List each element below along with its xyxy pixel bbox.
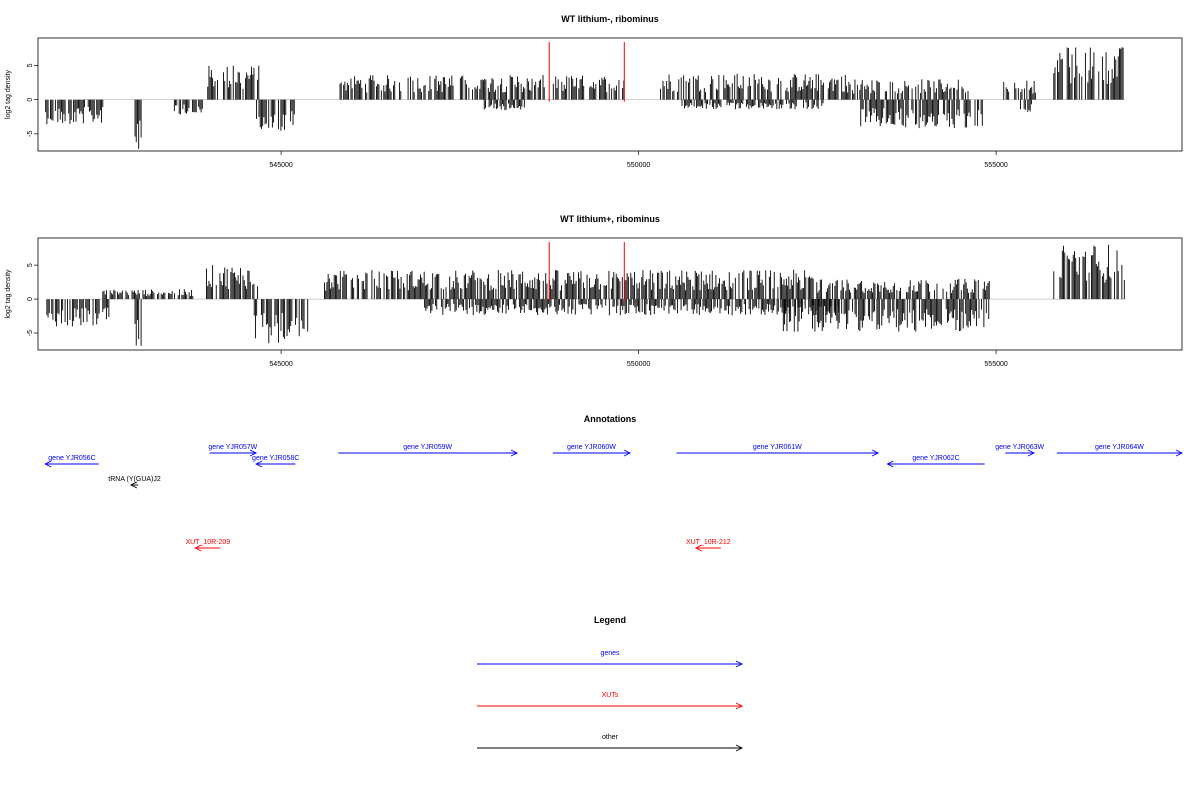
feature-label: XUT_10R-212 bbox=[686, 539, 731, 546]
x-tick-label: 545000 bbox=[269, 162, 292, 169]
feature-label: gene YJR057W bbox=[208, 444, 257, 451]
feature-label: XUT_10R-209 bbox=[185, 539, 230, 546]
annotation-feature: XUT_10R-212 bbox=[686, 539, 731, 552]
y-tick-label: 5 bbox=[27, 63, 34, 67]
strand-arrowhead bbox=[886, 460, 894, 468]
feature-label: gene YJR063W bbox=[995, 444, 1044, 451]
feature-label: gene YJR059W bbox=[403, 444, 452, 451]
annotations-panel: Annotations gene YJR056C tRNA (Y(GUA)J2 ge… bbox=[44, 414, 1184, 552]
feature-label: gene YJR060W bbox=[567, 444, 616, 451]
annotation-feature: gene YJR063W bbox=[995, 444, 1045, 457]
plot-frame bbox=[37, 237, 1183, 351]
feature-label: gene YJR058C bbox=[252, 455, 299, 462]
density-bars bbox=[46, 244, 1125, 346]
strand-arrowhead bbox=[194, 544, 202, 552]
strand-arrowhead bbox=[1175, 449, 1184, 457]
x-tick-label: 550000 bbox=[627, 162, 650, 169]
annotation-feature: gene YJR061W bbox=[676, 444, 880, 457]
strand-arrowhead bbox=[44, 460, 52, 468]
coverage-panel-lithium-minus: WT lithium-, ribominus log2 tag density -… bbox=[5, 14, 1183, 169]
y-tick-label: 0 bbox=[27, 98, 34, 102]
strand-arrowhead bbox=[623, 449, 632, 457]
annotation-feature: XUT_10R-209 bbox=[185, 539, 230, 552]
annotation-feature: gene YJR064W bbox=[1056, 444, 1184, 457]
x-tick-label: 555000 bbox=[984, 162, 1007, 169]
legend-arrowhead bbox=[735, 660, 744, 668]
legend-item: XUTs bbox=[477, 692, 744, 710]
annotation-feature: gene YJR058C bbox=[252, 455, 299, 468]
y-tick-label: -5 bbox=[27, 330, 34, 336]
strand-arrowhead bbox=[255, 460, 263, 468]
panel-title: WT lithium-, ribominus bbox=[561, 14, 659, 24]
legend-item: other bbox=[477, 734, 744, 752]
annotation-feature: gene YJR057W bbox=[208, 444, 258, 457]
feature-label: tRNA (Y(GUA)J2 bbox=[108, 476, 161, 483]
y-tick-label: 5 bbox=[27, 263, 34, 267]
annotations-title: Annotations bbox=[584, 414, 637, 424]
y-tick-label: 0 bbox=[27, 297, 34, 301]
y-axis-label: log2 tag density bbox=[5, 69, 12, 119]
legend-label: other bbox=[602, 734, 619, 741]
annotation-feature: gene YJR056C bbox=[44, 455, 99, 468]
x-tick-label: 550000 bbox=[627, 361, 650, 368]
y-tick-label: -5 bbox=[27, 131, 34, 137]
legend-panel: Legend genes XUTs other bbox=[477, 615, 744, 752]
legend-item: genes bbox=[477, 650, 744, 668]
annotation-feature: gene YJR062C bbox=[886, 455, 985, 468]
annotation-feature: gene YJR059W bbox=[338, 444, 519, 457]
legend-arrowhead bbox=[735, 744, 744, 752]
legend-label: XUTs bbox=[602, 692, 619, 699]
coverage-panel-lithium-plus: WT lithium+, ribominus log2 tag density -… bbox=[5, 214, 1183, 368]
x-tick-label: 555000 bbox=[984, 361, 1007, 368]
feature-label: gene YJR064W bbox=[1095, 444, 1144, 451]
annotation-feature: tRNA (Y(GUA)J2 bbox=[108, 476, 161, 489]
strand-arrowhead bbox=[871, 449, 880, 457]
y-axis-label: log2 tag density bbox=[5, 269, 12, 319]
x-tick-label: 545000 bbox=[269, 361, 292, 368]
feature-label: gene YJR061W bbox=[753, 444, 802, 451]
strand-arrowhead bbox=[694, 544, 703, 552]
strand-arrowhead bbox=[129, 481, 138, 489]
strand-arrowhead bbox=[1027, 449, 1035, 457]
feature-label: gene YJR062C bbox=[912, 455, 959, 462]
legend-label: genes bbox=[600, 650, 620, 657]
panel-title: WT lithium+, ribominus bbox=[560, 214, 660, 224]
plot-frame bbox=[37, 37, 1183, 152]
annotation-feature: gene YJR060W bbox=[552, 444, 632, 457]
density-bars bbox=[45, 47, 1124, 149]
feature-label: gene YJR056C bbox=[48, 455, 95, 462]
strand-arrowhead bbox=[249, 449, 258, 457]
legend-arrowhead bbox=[735, 702, 744, 710]
strand-arrowhead bbox=[510, 449, 519, 457]
legend-title: Legend bbox=[594, 615, 626, 625]
